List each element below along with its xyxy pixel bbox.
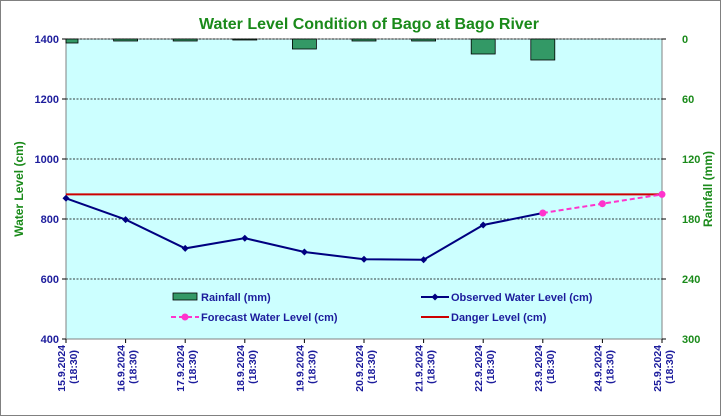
x-tick-label: 19.9.2024 (18:30) — [294, 345, 318, 392]
x-tick-label: 25.9.2024 (18:30) — [652, 345, 676, 392]
x-tick-time: (18:30) — [68, 350, 80, 384]
chart-title: Water Level Condition of Bago at Bago Ri… — [199, 16, 539, 33]
x-tick-date: 22.9.2024 — [473, 345, 485, 392]
x-tick-date: 25.9.2024 — [652, 345, 664, 392]
observed-point — [181, 244, 189, 252]
x-tick-time: (18:30) — [545, 350, 557, 384]
legend-swatch-rainfall — [172, 292, 198, 301]
rainfall-bar — [411, 38, 437, 42]
rainfall-bar — [232, 38, 258, 41]
rainfall-bar — [65, 38, 79, 44]
x-tick-time: (18:30) — [187, 350, 199, 384]
x-tick-label: 16.9.2024 (18:30) — [116, 345, 140, 392]
observed-point — [360, 255, 368, 263]
forecast-point — [658, 190, 666, 198]
y2-tick-label: 0 — [682, 34, 688, 46]
x-tick-date: 15.9.2024 — [56, 345, 68, 392]
x-tick-date: 17.9.2024 — [175, 345, 187, 392]
x-tick-time: (18:30) — [426, 350, 438, 384]
x-tick-label: 17.9.2024 (18:30) — [175, 345, 199, 392]
observed-point — [62, 194, 70, 202]
rainfall-bars — [65, 38, 556, 61]
x-tick-time: (18:30) — [128, 350, 140, 384]
x-tick-label: 20.9.2024 (18:30) — [354, 345, 378, 392]
y-tick-label: 600 — [41, 274, 59, 286]
x-tick-date: 18.9.2024 — [235, 345, 247, 392]
x-tick-date: 16.9.2024 — [116, 345, 128, 392]
x-tick-label: 23.9.2024 (18:30) — [533, 345, 557, 392]
observed-point — [479, 221, 487, 229]
forecast-point — [539, 209, 547, 217]
y-tick-label: 400 — [41, 334, 59, 346]
legend-label: Observed Water Level (cm) — [451, 292, 593, 304]
x-tick-date: 21.9.2024 — [414, 345, 426, 392]
rainfall-bar — [113, 38, 138, 42]
x-tick-time: (18:30) — [604, 350, 616, 384]
x-tick-time: (18:30) — [306, 350, 318, 384]
rainfall-bar — [291, 38, 317, 50]
y-tick-label: 1200 — [35, 94, 59, 106]
y-axis-title-left: Water Level (cm) — [12, 141, 26, 237]
x-tick-label: 18.9.2024 (18:30) — [235, 345, 259, 392]
x-tick-time: (18:30) — [366, 350, 378, 384]
y-tick-label: 1400 — [35, 34, 59, 46]
x-tick-label: 15.9.2024 (18:30) — [56, 345, 80, 392]
y2-tick-label: 180 — [682, 214, 700, 226]
legend-marker-forecast — [181, 313, 189, 321]
legend-label: Danger Level (cm) — [451, 312, 547, 324]
y2-tick-label: 120 — [682, 154, 700, 166]
x-tick-date: 24.9.2024 — [592, 345, 604, 392]
rainfall-bar — [530, 38, 556, 61]
forecast-point — [598, 200, 606, 208]
observed-point — [122, 216, 130, 224]
x-tick-label: 21.9.2024 (18:30) — [414, 345, 438, 392]
plot-area — [65, 38, 663, 340]
x-tick-label: 24.9.2024 (18:30) — [592, 345, 616, 392]
axes: 400 600 800 1000 1200 1400 0 60 120 180 240 300 15.9… — [35, 34, 701, 392]
rainfall-bar — [351, 38, 377, 42]
legend-label: Rainfall (mm) — [201, 292, 271, 304]
x-tick-label: 22.9.2024 (18:30) — [473, 345, 497, 392]
legend-label: Forecast Water Level (cm) — [201, 312, 338, 324]
y2-tick-label: 60 — [682, 94, 694, 106]
x-tick-time: (18:30) — [247, 350, 259, 384]
x-tick-time: (18:30) — [664, 350, 676, 384]
observed-point — [241, 234, 249, 242]
water-level-lines — [62, 190, 666, 264]
x-tick-date: 20.9.2024 — [354, 345, 366, 392]
legend-marker-observed — [431, 293, 439, 301]
y2-tick-label: 240 — [682, 274, 700, 286]
legend: Rainfall (mm) Observed Water Level (cm) Fo… — [171, 292, 593, 324]
observed-point — [300, 248, 308, 256]
y-tick-label: 800 — [41, 214, 59, 226]
gridlines — [66, 38, 662, 280]
x-tick-time: (18:30) — [485, 350, 497, 384]
rainfall-bar — [470, 38, 496, 55]
y2-tick-label: 300 — [682, 334, 700, 346]
y-tick-label: 1000 — [35, 154, 59, 166]
y-axis-title-right: Rainfall (mm) — [701, 151, 715, 227]
x-tick-date: 19.9.2024 — [294, 345, 306, 392]
rainfall-bar — [172, 38, 198, 42]
x-tick-date: 23.9.2024 — [533, 345, 545, 392]
observed-point — [420, 256, 428, 264]
